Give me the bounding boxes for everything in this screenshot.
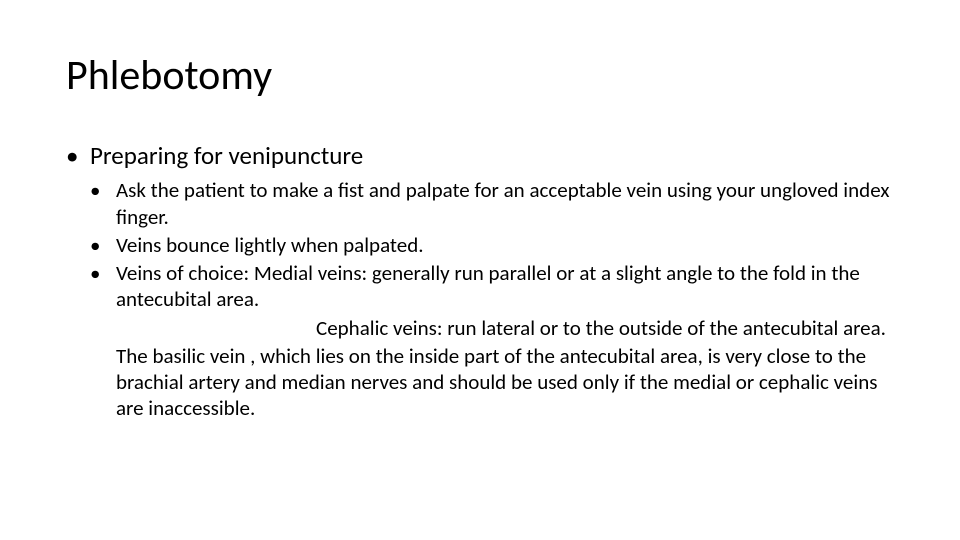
level2-subtext: Cephalic veins: run lateral or to the ou…	[116, 315, 900, 341]
slide-title: Phlebotomy	[66, 50, 272, 101]
body-paragraph-wrap: The basilic vein , which lies on the ins…	[90, 343, 900, 422]
slide-body: Preparing for venipuncture Ask the patie…	[66, 140, 900, 428]
level2-text: Ask the patient to make a fist and palpa…	[116, 177, 889, 229]
bullet-list-level1: Preparing for venipuncture Ask the patie…	[66, 140, 900, 422]
slide: Phlebotomy Preparing for venipuncture As…	[0, 0, 960, 540]
level1-item: Preparing for venipuncture Ask the patie…	[66, 140, 900, 422]
level2-text: Veins of choice: Medial veins: generally…	[116, 260, 860, 312]
bullet-list-level2: Ask the patient to make a fist and palpa…	[90, 177, 900, 341]
level1-text: Preparing for venipuncture	[90, 140, 363, 171]
level2-item: Ask the patient to make a fist and palpa…	[90, 177, 900, 230]
level2-item: Veins of choice: Medial veins: generally…	[90, 260, 900, 341]
body-paragraph: The basilic vein , which lies on the ins…	[116, 343, 900, 422]
level2-item: Veins bounce lightly when palpated.	[90, 232, 900, 258]
level2-text: Veins bounce lightly when palpated.	[116, 232, 424, 258]
